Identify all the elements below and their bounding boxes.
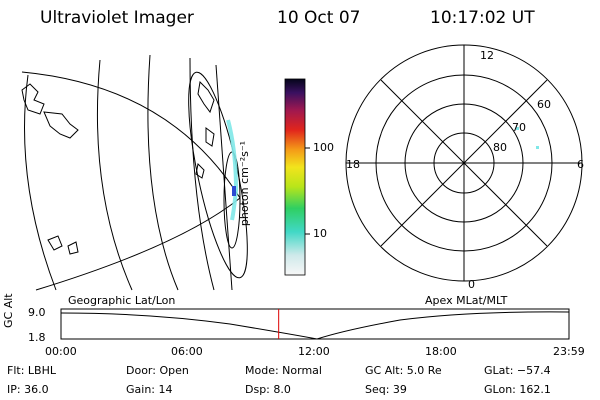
lat-label-80: 80 — [493, 141, 507, 154]
date-label: 10 Oct 07 — [277, 8, 361, 28]
lat-label-60: 60 — [537, 98, 551, 111]
info-gain: Gain: 14 — [126, 383, 173, 396]
timeline-xtick-3: 18:00 — [425, 345, 457, 358]
app-title: Ultraviolet Imager — [40, 8, 194, 28]
timeline-ytick-low: 1.8 — [28, 331, 46, 344]
mlt-label-6: 6 — [577, 158, 584, 171]
info-glon: GLon: 162.1 — [484, 383, 551, 396]
timeline-ytick-high: 9.0 — [28, 306, 46, 319]
colorbar-unit-label: photon cm⁻²s⁻¹ — [238, 140, 252, 227]
colorbar-tick-10: 10 — [313, 227, 327, 240]
time-label: 10:17:02 UT — [430, 8, 535, 28]
info-ip: IP: 36.0 — [7, 383, 49, 396]
info-flt: Flt: LBHL — [7, 364, 56, 377]
timeline-left-title: Geographic Lat/Lon — [68, 294, 176, 307]
timeline-xtick-4: 23:59 — [553, 345, 585, 358]
info-mode: Mode: Normal — [245, 364, 322, 377]
info-gcalt: GC Alt: 5.0 Re — [365, 364, 442, 377]
info-dsp: Dsp: 8.0 — [245, 383, 291, 396]
timeline-right-title: Apex MLat/MLT — [425, 294, 508, 307]
mlt-label-18: 18 — [346, 158, 360, 171]
mlt-label-0: 0 — [468, 278, 475, 291]
timeline-xtick-0: 00:00 — [45, 345, 77, 358]
mlt-label-12: 12 — [480, 49, 494, 62]
colorbar-tick-100: 100 — [313, 141, 334, 154]
timeline-axis-label: GC Alt — [2, 293, 15, 328]
info-door: Door: Open — [126, 364, 189, 377]
timeline-xtick-1: 06:00 — [171, 345, 203, 358]
info-glat: GLat: −57.4 — [484, 364, 551, 377]
timeline-xtick-2: 12:00 — [298, 345, 330, 358]
lat-label-70: 70 — [512, 121, 526, 134]
info-seq: Seq: 39 — [365, 383, 407, 396]
